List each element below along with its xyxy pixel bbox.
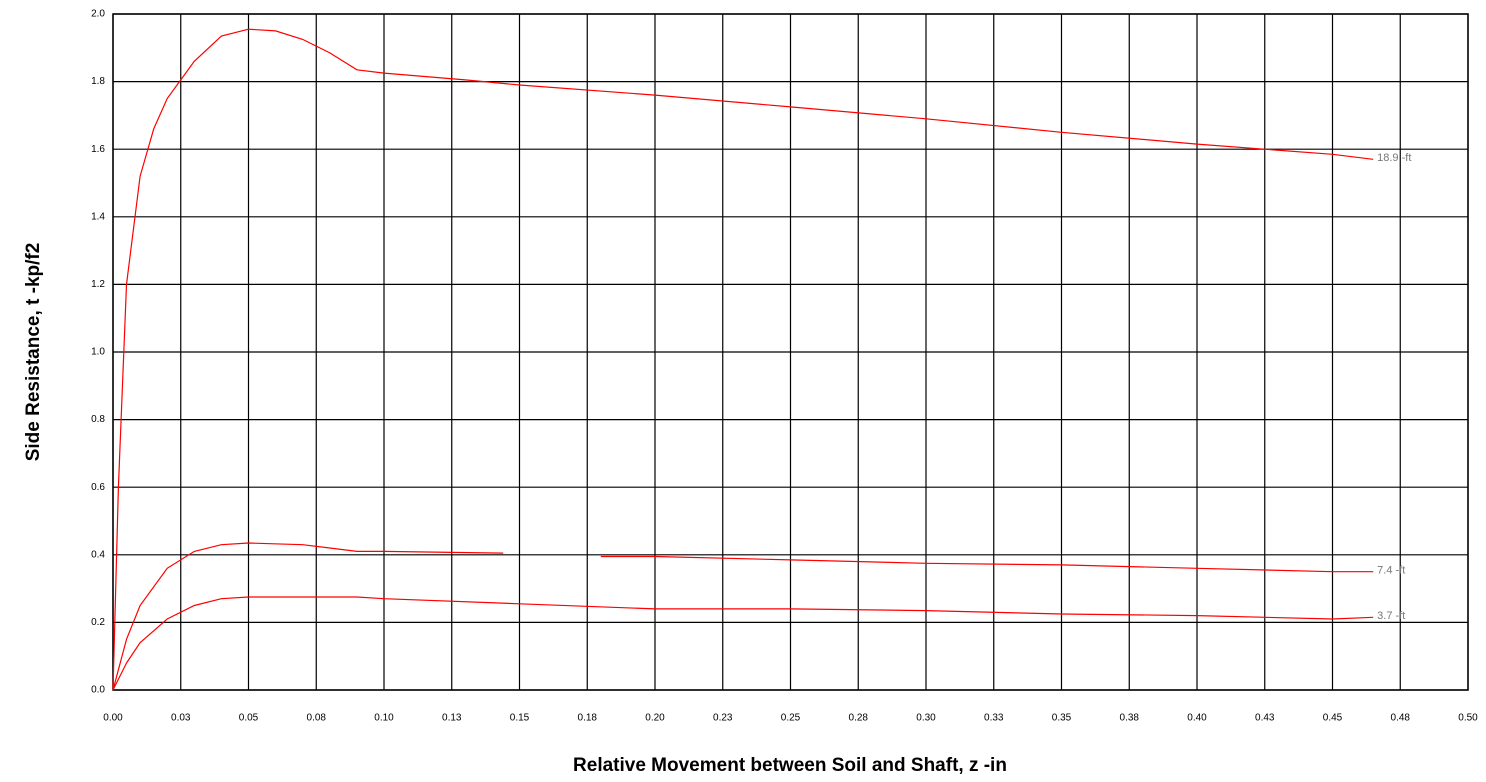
x-tick-label: 0.23 — [713, 713, 733, 724]
y-tick-label: 2.0 — [91, 9, 105, 20]
x-tick-label: 0.38 — [1120, 713, 1140, 724]
y-tick-label: 0.0 — [91, 685, 105, 696]
series-label: 7.4 -ft — [1377, 565, 1405, 577]
x-tick-label: 0.05 — [239, 713, 259, 724]
y-axis-title: Side Resistance, t -kp/f2 — [23, 243, 44, 462]
series-line — [112, 542, 1374, 691]
x-tick-label: 0.43 — [1255, 713, 1275, 724]
x-tick-label: 0.08 — [307, 713, 327, 724]
x-tick-label: 0.00 — [103, 713, 123, 724]
series-line — [112, 596, 1374, 691]
x-tick-label: 0.20 — [645, 713, 665, 724]
y-tick-label: 1.6 — [91, 144, 105, 155]
x-tick-label: 0.30 — [916, 713, 936, 724]
y-tick-label: 0.8 — [91, 414, 105, 425]
series-label: 18.9 -ft — [1377, 152, 1411, 164]
y-tick-label: 1.0 — [91, 347, 105, 358]
y-tick-label: 0.4 — [91, 549, 105, 560]
y-tick-label: 0.2 — [91, 617, 105, 628]
y-tick-label: 1.4 — [91, 211, 105, 222]
x-tick-label: 0.33 — [984, 713, 1004, 724]
x-tick-label: 0.18 — [578, 713, 598, 724]
x-tick-label: 0.40 — [1187, 713, 1207, 724]
x-tick-label: 0.25 — [781, 713, 801, 724]
x-tick-label: 0.50 — [1458, 713, 1478, 724]
x-tick-label: 0.10 — [374, 713, 394, 724]
plot-frame — [112, 13, 1469, 691]
y-tick-label: 1.8 — [91, 76, 105, 87]
series-label: 3.7 -ft — [1377, 610, 1405, 622]
y-tick-label: 0.6 — [91, 482, 105, 493]
x-tick-label: 0.13 — [442, 713, 462, 724]
x-tick-label: 0.15 — [510, 713, 530, 724]
x-tick-label: 0.28 — [849, 713, 869, 724]
y-tick-label: 1.2 — [91, 279, 105, 290]
x-axis-title: Relative Movement between Soil and Shaft… — [573, 755, 1007, 776]
x-tick-label: 0.48 — [1391, 713, 1411, 724]
x-tick-label: 0.03 — [171, 713, 191, 724]
x-tick-label: 0.35 — [1052, 713, 1072, 724]
series-line — [112, 28, 1374, 691]
x-tick-label: 0.45 — [1323, 713, 1343, 724]
